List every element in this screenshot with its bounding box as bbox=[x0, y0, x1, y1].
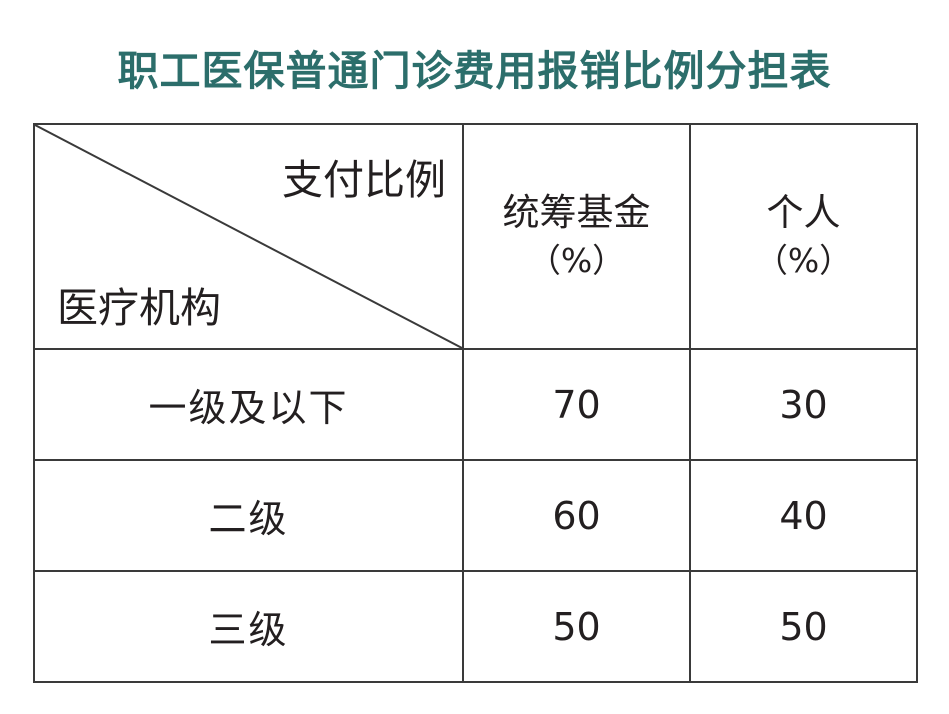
column-header-fund: 统筹基金 （%） bbox=[462, 123, 691, 350]
table-row: 三级 50 50 bbox=[33, 570, 918, 683]
cell-fund-level-1: 70 bbox=[462, 348, 691, 461]
cell-self-level-3: 50 bbox=[689, 570, 918, 683]
column-axis-label: 支付比例 bbox=[282, 156, 446, 204]
row-label-level-1: 一级及以下 bbox=[33, 348, 464, 461]
table-container: 支付比例 医疗机构 统筹基金 （%） 个人 （%） 一级及以下 70 30 二级 bbox=[33, 123, 918, 683]
row-label-level-3: 三级 bbox=[33, 570, 464, 683]
column-header-fund-unit: （%） bbox=[527, 240, 626, 280]
cell-self-level-1: 30 bbox=[689, 348, 918, 461]
column-header-self-unit: （%） bbox=[754, 240, 853, 280]
cell-fund-level-2: 60 bbox=[462, 459, 691, 572]
row-axis-label: 医疗机构 bbox=[57, 284, 221, 332]
reimbursement-ratio-table: 支付比例 医疗机构 统筹基金 （%） 个人 （%） 一级及以下 70 30 二级 bbox=[33, 123, 918, 683]
cell-self-level-2: 40 bbox=[689, 459, 918, 572]
column-header-fund-title: 统筹基金 bbox=[502, 190, 651, 234]
table-row: 一级及以下 70 30 bbox=[33, 348, 918, 461]
column-header-self-title: 个人 bbox=[766, 190, 841, 234]
cell-fund-level-3: 50 bbox=[462, 570, 691, 683]
diagonal-header-cell: 支付比例 医疗机构 bbox=[33, 123, 464, 350]
table-row: 二级 60 40 bbox=[33, 459, 918, 572]
column-header-self: 个人 （%） bbox=[689, 123, 918, 350]
page-title: 职工医保普通门诊费用报销比例分担表 bbox=[117, 47, 832, 95]
row-label-level-2: 二级 bbox=[33, 459, 464, 572]
table-header-row: 支付比例 医疗机构 统筹基金 （%） 个人 （%） bbox=[33, 123, 918, 350]
